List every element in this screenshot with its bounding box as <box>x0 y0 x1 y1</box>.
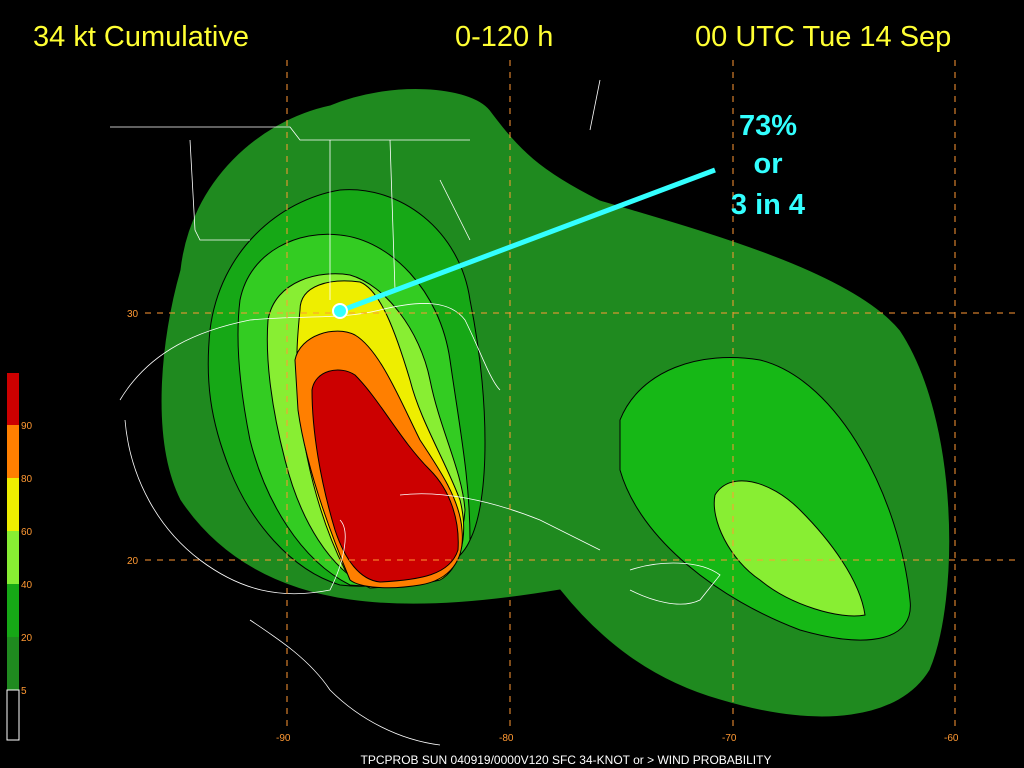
footer: TPCPROB SUN 040919/0000V120 SFC 34-KNOT … <box>361 753 772 767</box>
header-title: 34 kt Cumulative <box>33 21 249 53</box>
gulf-coast <box>119 303 501 595</box>
lon-label: -60 <box>944 733 959 744</box>
legend-label: 20 <box>21 633 33 644</box>
header-time: 00 UTC Tue 14 Sep <box>695 21 951 53</box>
coastlines <box>110 79 721 746</box>
annotation-pointer <box>339 167 716 314</box>
legend-label: 60 <box>21 527 33 538</box>
hispaniola <box>629 562 721 605</box>
lat-label: 20 <box>127 556 139 567</box>
color-swatch <box>6 689 20 741</box>
probability-contours <box>160 88 951 718</box>
color-swatch <box>7 478 19 531</box>
grid <box>145 60 1020 728</box>
lon-label: -80 <box>499 733 514 744</box>
legend-label: 5 <box>21 686 27 697</box>
color-swatch <box>7 531 19 584</box>
annotation-text: 73% <box>739 110 797 142</box>
header-period: 0-120 h <box>455 21 553 53</box>
color-swatch <box>7 425 19 478</box>
annotation-text: or <box>754 148 783 180</box>
legend-label: 40 <box>21 580 33 591</box>
color-swatch <box>7 584 19 637</box>
lat-label: 30 <box>127 309 139 320</box>
lon-label: -90 <box>276 733 291 744</box>
legend-label: 90 <box>21 421 33 432</box>
contour-60-east <box>713 480 866 617</box>
color-swatch <box>7 373 19 425</box>
annotation-text: 3 in 4 <box>731 189 805 221</box>
color-swatch <box>7 637 19 690</box>
central-america <box>249 619 441 746</box>
cuba <box>399 493 601 551</box>
us-border <box>110 79 601 300</box>
color-bar: 90 80 60 40 20 5 <box>6 373 33 741</box>
annotation-point <box>332 303 348 319</box>
contour-max <box>311 369 459 583</box>
lon-label: -70 <box>722 733 737 744</box>
legend-label: 80 <box>21 474 33 485</box>
